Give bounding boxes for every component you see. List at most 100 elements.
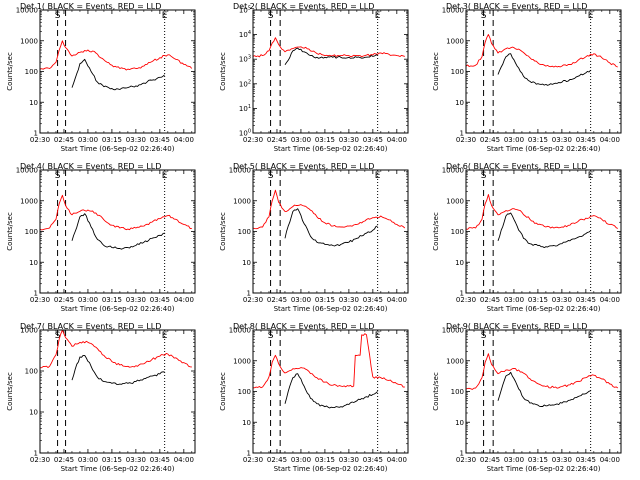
x-tick-label: 03:45 — [363, 456, 383, 464]
plot-frame — [252, 169, 409, 294]
lld-series-line — [252, 37, 405, 58]
x-tick-label: 03:30 — [552, 296, 572, 304]
lld-series-line — [39, 329, 192, 369]
y-tick-label: 10 — [29, 99, 38, 107]
marker-label-E: E — [588, 11, 594, 21]
x-tick-label: 03:30 — [126, 456, 146, 464]
x-tick-label: 02:30 — [456, 296, 476, 304]
marker-label-S: S — [268, 11, 274, 21]
marker-label-S: S — [481, 171, 487, 181]
x-axis-label: Start Time (06-Sep-02 02:26:40) — [274, 465, 388, 473]
x-tick-label: 03:30 — [126, 296, 146, 304]
marker-label-S: S — [55, 331, 61, 341]
x-tick-label: 03:15 — [528, 456, 548, 464]
y-tick-label: 1000 — [20, 37, 38, 45]
y-axis-label: Counts/sec — [432, 372, 440, 411]
x-tick-label: 03:30 — [126, 136, 146, 144]
x-tick-label: 03:15 — [102, 136, 122, 144]
x-tick-label: 02:30 — [243, 136, 263, 144]
events-series-line — [284, 208, 378, 247]
y-tick-label: 10000 — [229, 167, 251, 175]
x-tick-label: 03:00 — [78, 136, 98, 144]
y-tick-label: 1 — [247, 450, 251, 458]
x-tick-label: 03:30 — [552, 136, 572, 144]
y-tick-label: 105 — [239, 6, 251, 15]
x-axis-label: Start Time (06-Sep-02 02:26:40) — [274, 145, 388, 153]
y-tick-label: 10 — [29, 259, 38, 267]
x-tick-label: 04:00 — [600, 456, 620, 464]
y-tick-label: 1 — [34, 290, 38, 298]
y-tick-label: 1 — [460, 290, 464, 298]
x-tick-label: 02:45 — [480, 456, 500, 464]
events-series-line — [71, 58, 165, 91]
panel-title: Det 9( BLACK = Events, RED = LLD — [446, 322, 587, 331]
panel-title: Det 5( BLACK = Events, RED = LLD — [233, 162, 374, 171]
lld-series-line — [252, 189, 406, 230]
panel-title: Det 7( BLACK = Events, RED = LLD — [20, 322, 161, 331]
y-tick-label: 100 — [238, 388, 251, 396]
events-series-line — [71, 354, 165, 385]
plot-frame — [39, 169, 196, 294]
x-tick-label: 03:45 — [363, 296, 383, 304]
y-tick-label: 10 — [455, 419, 464, 427]
y-tick-label: 100 — [451, 68, 464, 76]
y-tick-label: 101 — [239, 104, 251, 113]
x-tick-label: 03:30 — [339, 136, 359, 144]
y-tick-label: 1 — [460, 130, 464, 138]
x-tick-label: 04:00 — [174, 456, 194, 464]
x-tick-label: 04:00 — [600, 296, 620, 304]
y-tick-label: 100 — [238, 228, 251, 236]
lld-series-line — [465, 194, 619, 230]
y-tick-label: 10000 — [229, 327, 251, 335]
events-series-line — [497, 371, 591, 407]
x-axis-label: Start Time (06-Sep-02 02:26:40) — [61, 465, 175, 473]
x-tick-label: 03:00 — [78, 296, 98, 304]
y-tick-label: 1 — [34, 450, 38, 458]
x-tick-label: 03:45 — [576, 136, 596, 144]
y-tick-label: 100 — [25, 228, 38, 236]
lld-series-line — [465, 353, 619, 390]
y-tick-label: 1000 — [20, 327, 38, 335]
x-tick-label: 02:45 — [267, 136, 287, 144]
panel-title: Det 2( BLACK = Events, RED = LLD — [233, 2, 374, 11]
panel-title: Det 8( BLACK = Events, RED = LLD — [233, 322, 374, 331]
x-tick-label: 02:30 — [243, 456, 263, 464]
y-tick-label: 1 — [34, 130, 38, 138]
x-tick-label: 03:00 — [78, 456, 98, 464]
x-tick-label: 03:15 — [528, 296, 548, 304]
events-series-line — [284, 47, 378, 65]
marker-label-S: S — [55, 171, 61, 181]
x-tick-label: 02:45 — [54, 456, 74, 464]
x-tick-label: 04:00 — [387, 456, 407, 464]
marker-label-S: S — [481, 11, 487, 21]
marker-label-S: S — [268, 171, 274, 181]
y-tick-label: 102 — [239, 79, 251, 88]
x-tick-label: 02:30 — [30, 136, 50, 144]
x-tick-label: 03:15 — [528, 136, 548, 144]
y-tick-label: 1000 — [446, 197, 464, 205]
x-tick-label: 03:00 — [291, 296, 311, 304]
x-tick-label: 03:00 — [504, 456, 524, 464]
x-tick-label: 02:30 — [30, 296, 50, 304]
x-axis-label: Start Time (06-Sep-02 02:26:40) — [487, 465, 601, 473]
x-tick-label: 03:15 — [315, 136, 335, 144]
x-tick-label: 03:00 — [291, 456, 311, 464]
x-tick-label: 03:45 — [150, 296, 170, 304]
panel-title: Det 3( BLACK = Events, RED = LLD — [446, 2, 587, 11]
y-axis-label: Counts/sec — [219, 372, 227, 411]
x-tick-label: 02:45 — [54, 296, 74, 304]
x-tick-label: 03:30 — [552, 456, 572, 464]
y-tick-label: 10 — [455, 259, 464, 267]
panel-title: Det 6( BLACK = Events, RED = LLD — [446, 162, 587, 171]
lld-series-line — [39, 194, 192, 231]
x-tick-label: 03:15 — [102, 456, 122, 464]
marker-label-E: E — [375, 171, 381, 181]
y-tick-label: 1 — [460, 450, 464, 458]
plot-frame — [252, 329, 409, 454]
